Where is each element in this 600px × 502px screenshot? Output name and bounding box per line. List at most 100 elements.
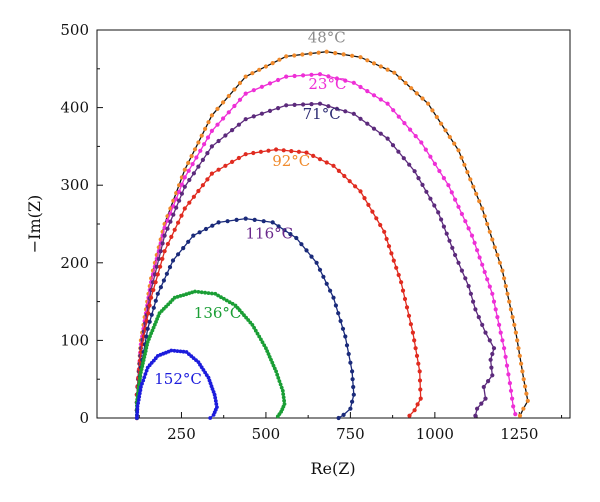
data-point	[488, 357, 493, 362]
data-point	[402, 296, 408, 302]
data-point	[358, 189, 363, 194]
data-point	[392, 70, 397, 75]
data-point	[182, 184, 187, 189]
data-point	[351, 392, 356, 397]
data-point	[179, 213, 184, 218]
data-point	[263, 64, 268, 69]
data-point	[206, 120, 211, 125]
data-point	[351, 384, 356, 390]
data-point	[389, 251, 394, 256]
data-point	[154, 264, 159, 269]
data-point	[378, 131, 383, 136]
data-point	[324, 281, 329, 286]
data-point	[251, 88, 256, 93]
data-point	[419, 140, 424, 145]
data-point	[172, 295, 177, 300]
data-point	[171, 212, 176, 217]
data-point	[282, 228, 287, 233]
data-point	[197, 230, 202, 235]
data-point	[317, 157, 323, 162]
data-point	[232, 103, 237, 109]
data-point	[415, 402, 420, 407]
data-point	[280, 388, 285, 393]
data-point	[186, 160, 191, 165]
data-point	[412, 338, 417, 343]
series-label-layer: 48°C 23°C 71°C 92°C 116°C 136°C 152°C	[154, 28, 346, 387]
data-point	[149, 312, 154, 317]
data-point	[172, 348, 177, 353]
data-point	[202, 142, 207, 147]
data-point	[153, 280, 158, 285]
series-label: 71°C	[303, 105, 341, 123]
data-point	[475, 406, 480, 411]
data-point	[206, 375, 211, 380]
data-point	[517, 413, 523, 418]
y-tick-label: 0	[79, 409, 89, 427]
data-point	[151, 287, 156, 293]
data-point	[304, 150, 309, 155]
data-point	[508, 388, 514, 393]
data-point	[524, 391, 529, 396]
data-point	[276, 106, 281, 111]
data-point	[230, 301, 235, 306]
y-axis-title: −Im(Z)	[25, 195, 44, 254]
data-point	[158, 249, 163, 254]
data-point	[138, 388, 143, 393]
data-point	[466, 226, 471, 231]
data-point	[334, 76, 339, 81]
data-point	[225, 219, 230, 224]
data-point	[408, 322, 413, 327]
data-point	[205, 151, 210, 156]
data-point	[402, 121, 407, 126]
data-point	[426, 101, 431, 106]
data-point	[477, 255, 482, 260]
x-axis-title: Re(Z)	[310, 459, 355, 478]
data-point	[396, 149, 401, 154]
data-point	[459, 211, 464, 217]
data-point	[326, 74, 331, 79]
data-point	[277, 57, 282, 62]
data-point	[267, 81, 273, 86]
data-point	[158, 285, 163, 290]
data-point	[186, 239, 191, 244]
data-point	[252, 325, 256, 330]
y-tick-label: 100	[60, 331, 89, 349]
data-point	[418, 396, 423, 401]
data-point	[252, 217, 257, 222]
x-axis: 250 500 750 1000 1250	[138, 412, 563, 443]
data-point	[288, 232, 293, 237]
data-point	[385, 136, 390, 141]
data-point	[490, 237, 495, 242]
data-point	[334, 106, 339, 111]
data-point	[186, 168, 191, 173]
data-point	[232, 87, 237, 92]
data-point	[221, 100, 226, 105]
data-point	[493, 307, 498, 312]
data-point	[446, 183, 451, 188]
data-point	[137, 394, 142, 399]
data-point	[237, 97, 243, 102]
data-point	[190, 290, 195, 295]
data-point	[143, 372, 148, 376]
y-tick-label: 500	[60, 21, 89, 39]
data-point	[370, 209, 375, 214]
data-point	[266, 352, 271, 356]
data-point	[382, 229, 387, 234]
data-point	[423, 147, 428, 152]
data-point	[243, 152, 248, 157]
data-point	[160, 241, 165, 246]
data-point	[308, 51, 313, 56]
data-point	[374, 216, 379, 221]
data-point	[272, 366, 277, 371]
data-point	[162, 233, 167, 238]
data-point	[230, 159, 235, 164]
data-point	[492, 245, 497, 250]
data-point	[466, 284, 471, 289]
data-point	[490, 291, 495, 296]
data-point	[507, 381, 512, 386]
data-point	[224, 298, 229, 303]
data-point	[521, 377, 526, 382]
data-point	[378, 97, 383, 102]
data-point	[390, 143, 396, 148]
